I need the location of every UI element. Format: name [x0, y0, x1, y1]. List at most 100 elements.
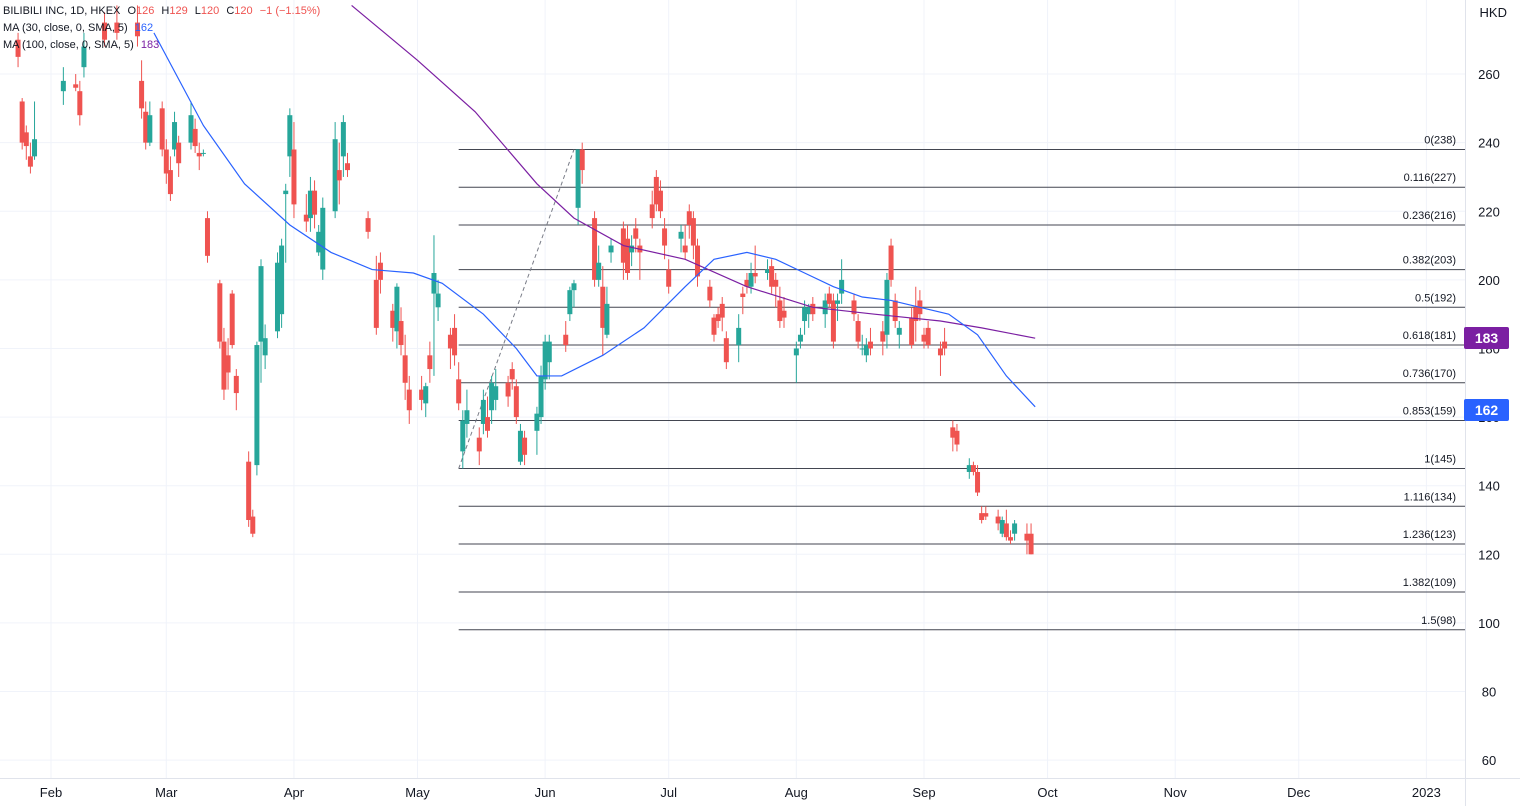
candle-up	[534, 413, 540, 431]
x-tick-label: Dec	[1287, 785, 1311, 800]
candle-down	[233, 375, 239, 394]
candle-up	[678, 231, 684, 239]
candle-down	[909, 317, 915, 346]
legend-open-label: O	[127, 5, 136, 17]
candle-up	[765, 269, 771, 273]
candle-up	[435, 293, 441, 308]
candle-up	[279, 245, 285, 315]
candle-down	[522, 437, 528, 455]
candle-down	[312, 190, 318, 215]
candle-down	[204, 218, 210, 256]
legend-ma30-row[interactable]: MA (30, close, 0, SMA, 5) 162	[3, 20, 320, 37]
candle-up	[575, 149, 581, 208]
candle-down	[23, 132, 29, 147]
candle-down	[979, 513, 985, 520]
legend-low-value: 120	[200, 5, 220, 17]
candle-down	[406, 389, 412, 411]
candle-up	[896, 327, 902, 335]
candle-down	[752, 273, 758, 277]
candle-down	[592, 218, 598, 280]
candle-down	[143, 111, 149, 143]
candle-up	[859, 348, 865, 350]
candle-down	[134, 22, 140, 37]
candle-down	[373, 279, 379, 328]
legend-high-label: H	[161, 5, 170, 17]
fib-level-label: 1.116(134)	[1404, 491, 1456, 503]
legend-open-value: 126	[136, 5, 155, 17]
candle-down	[456, 379, 462, 404]
candle-down	[888, 245, 894, 280]
candle-down	[509, 369, 515, 380]
candle-down	[686, 211, 692, 225]
candle-down	[19, 101, 25, 143]
fib-level-label: 0.236(216)	[1403, 210, 1456, 222]
candle-up	[60, 80, 66, 92]
candle-down	[653, 176, 659, 205]
candle-down	[225, 355, 231, 373]
candle-up	[316, 231, 322, 253]
candle-down	[826, 293, 832, 304]
candle-up	[340, 122, 346, 157]
legend-ma100-value: 183	[140, 39, 160, 51]
fib-level-label: 0.853(159)	[1403, 406, 1456, 418]
fib-level-label: 1.382(109)	[1403, 577, 1456, 589]
candle-down	[73, 84, 79, 88]
candle-down	[192, 128, 198, 147]
candle-up	[571, 283, 577, 291]
candle-down	[657, 190, 663, 212]
candle-down	[505, 382, 511, 397]
candle-down	[102, 22, 108, 40]
candle-down	[925, 327, 931, 346]
candle-down	[855, 321, 861, 342]
candle-up	[797, 334, 803, 342]
candle-down	[139, 80, 145, 109]
candle-up	[835, 300, 841, 304]
y-tick-label: 200	[1478, 273, 1500, 288]
candle-down	[649, 204, 655, 219]
candle-up	[464, 410, 470, 424]
candle-up	[81, 46, 87, 68]
candle-up	[802, 307, 808, 322]
candle-down	[452, 327, 458, 356]
ma30-price-tag: 162	[1464, 399, 1509, 422]
y-tick-label: 140	[1478, 479, 1500, 494]
candle-down	[365, 218, 371, 232]
candle-down	[167, 170, 173, 195]
candle-down	[427, 355, 433, 370]
candle-up	[460, 420, 466, 452]
candle-down	[740, 293, 746, 298]
candle-down	[666, 269, 672, 287]
fib-level-label: 1(145)	[1424, 454, 1456, 466]
candle-down	[892, 300, 898, 322]
legend-ma100-label: MA (100, close, 0, SMA, 5)	[3, 39, 134, 51]
legend-ma100-row[interactable]: MA (100, close, 0, SMA, 5) 183	[3, 37, 320, 54]
candle-down	[229, 293, 235, 346]
ma30-line	[153, 32, 1036, 408]
legend-ma30-value: 162	[134, 22, 154, 34]
x-tick-label: Oct	[1037, 785, 1058, 800]
candle-down	[579, 149, 585, 171]
candle-down	[485, 417, 490, 431]
candle-down	[303, 214, 309, 222]
x-tick-label: 2023	[1412, 785, 1441, 800]
candle-up	[1012, 523, 1018, 534]
candle-down	[250, 516, 256, 534]
candle-down	[851, 300, 857, 315]
ma100-line	[351, 4, 1036, 339]
candle-down	[15, 39, 21, 57]
candle-down	[159, 108, 165, 150]
y-tick-label: 100	[1478, 616, 1500, 631]
candle-up	[546, 341, 552, 363]
ma100-price-tag: 183	[1464, 327, 1509, 350]
candle-down	[983, 513, 989, 517]
candle-up	[32, 139, 38, 157]
candle-down	[719, 303, 725, 318]
candle-down	[715, 314, 721, 322]
legend-high-value: 129	[169, 5, 188, 17]
candle-down	[377, 262, 383, 280]
candle-down	[513, 386, 519, 418]
candle-down	[176, 142, 182, 164]
candle-down	[196, 152, 202, 157]
